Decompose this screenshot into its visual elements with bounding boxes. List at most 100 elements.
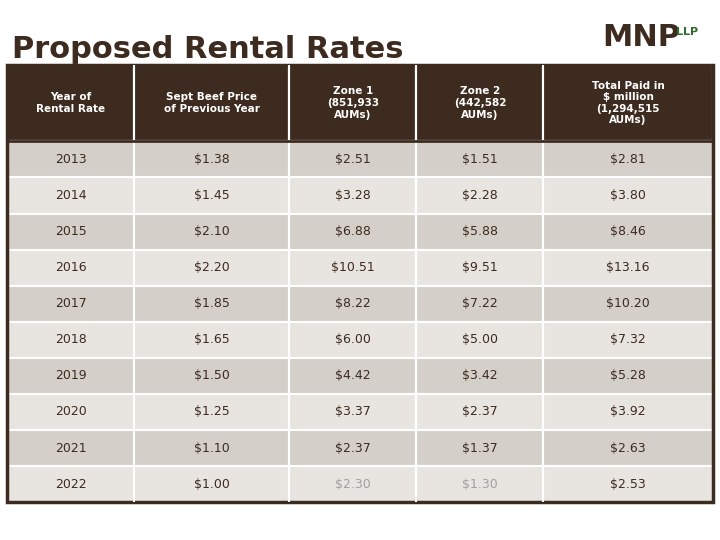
FancyBboxPatch shape [416,394,544,430]
FancyBboxPatch shape [544,466,713,502]
FancyBboxPatch shape [7,322,134,358]
FancyBboxPatch shape [544,358,713,394]
FancyBboxPatch shape [7,213,134,249]
Text: $8.22: $8.22 [335,297,371,310]
FancyBboxPatch shape [544,322,713,358]
Text: $8.46: $8.46 [611,225,646,238]
Text: $1.25: $1.25 [194,406,230,419]
Text: $1.37: $1.37 [462,442,498,455]
Text: $10.20: $10.20 [606,297,650,310]
Text: $1.51: $1.51 [462,153,498,166]
FancyBboxPatch shape [416,141,544,178]
FancyBboxPatch shape [7,430,134,466]
Text: $3.28: $3.28 [335,189,371,202]
FancyBboxPatch shape [134,249,289,286]
Text: 2015: 2015 [55,225,86,238]
FancyBboxPatch shape [416,249,544,286]
FancyBboxPatch shape [289,394,416,430]
Text: $2.63: $2.63 [611,442,646,455]
Text: $2.28: $2.28 [462,189,498,202]
FancyBboxPatch shape [544,286,713,322]
FancyBboxPatch shape [134,430,289,466]
FancyBboxPatch shape [416,286,544,322]
Text: 2020: 2020 [55,406,86,419]
Text: $5.88: $5.88 [462,225,498,238]
FancyBboxPatch shape [289,430,416,466]
FancyBboxPatch shape [7,358,134,394]
Text: $2.81: $2.81 [611,153,646,166]
FancyBboxPatch shape [544,430,713,466]
Text: 2013: 2013 [55,153,86,166]
Text: Zone 1
(851,933
AUMs): Zone 1 (851,933 AUMs) [327,86,379,120]
FancyBboxPatch shape [134,286,289,322]
FancyBboxPatch shape [416,430,544,466]
Text: Sept Beef Price
of Previous Year: Sept Beef Price of Previous Year [164,92,260,114]
Text: $5.00: $5.00 [462,333,498,346]
FancyBboxPatch shape [134,394,289,430]
FancyBboxPatch shape [134,141,289,178]
FancyBboxPatch shape [134,213,289,249]
FancyBboxPatch shape [289,65,416,141]
FancyBboxPatch shape [7,141,134,178]
FancyBboxPatch shape [289,358,416,394]
Text: $4.42: $4.42 [335,369,371,382]
Text: $6.88: $6.88 [335,225,371,238]
Text: 2017: 2017 [55,297,86,310]
FancyBboxPatch shape [289,466,416,502]
FancyBboxPatch shape [544,141,713,178]
Text: 2014: 2014 [55,189,86,202]
Text: $13.16: $13.16 [606,261,650,274]
FancyBboxPatch shape [289,322,416,358]
FancyBboxPatch shape [544,213,713,249]
Text: 2022: 2022 [55,478,86,491]
FancyBboxPatch shape [134,178,289,213]
Text: 2016: 2016 [55,261,86,274]
Text: $2.10: $2.10 [194,225,230,238]
Text: $7.32: $7.32 [611,333,646,346]
FancyBboxPatch shape [7,466,134,502]
Text: $2.30: $2.30 [335,478,371,491]
FancyBboxPatch shape [416,213,544,249]
Text: $1.00: $1.00 [194,478,230,491]
Text: LLP: LLP [676,28,698,37]
Text: $10.51: $10.51 [331,261,375,274]
Text: $2.37: $2.37 [462,406,498,419]
FancyBboxPatch shape [289,141,416,178]
Text: $3.37: $3.37 [335,406,371,419]
Text: $2.20: $2.20 [194,261,230,274]
Text: $5.28: $5.28 [610,369,646,382]
FancyBboxPatch shape [544,249,713,286]
FancyBboxPatch shape [7,65,134,141]
Text: Year of
Rental Rate: Year of Rental Rate [36,92,105,114]
FancyBboxPatch shape [544,394,713,430]
Text: $1.10: $1.10 [194,442,230,455]
Text: $2.53: $2.53 [611,478,646,491]
Text: 2018: 2018 [55,333,86,346]
FancyBboxPatch shape [7,249,134,286]
Text: $1.50: $1.50 [194,369,230,382]
FancyBboxPatch shape [289,178,416,213]
Text: $3.92: $3.92 [611,406,646,419]
Text: MNP.ca: MNP.ca [661,516,706,526]
Text: $1.85: $1.85 [194,297,230,310]
FancyBboxPatch shape [544,65,713,141]
Text: ACCOUNTING  ›  CONSULTING  ›  TAX: ACCOUNTING › CONSULTING › TAX [14,516,212,526]
FancyBboxPatch shape [416,178,544,213]
FancyBboxPatch shape [134,466,289,502]
FancyBboxPatch shape [7,178,134,213]
Text: $6.00: $6.00 [335,333,371,346]
FancyBboxPatch shape [7,394,134,430]
Text: Total Paid in
$ million
(1,294,515
AUMs): Total Paid in $ million (1,294,515 AUMs) [592,80,665,125]
FancyBboxPatch shape [289,249,416,286]
FancyBboxPatch shape [416,466,544,502]
Text: $1.45: $1.45 [194,189,230,202]
Text: Proposed Rental Rates: Proposed Rental Rates [12,35,403,64]
FancyBboxPatch shape [134,65,289,141]
Text: $1.65: $1.65 [194,333,230,346]
FancyBboxPatch shape [289,286,416,322]
Text: 2019: 2019 [55,369,86,382]
FancyBboxPatch shape [416,65,544,141]
FancyBboxPatch shape [134,358,289,394]
Text: Zone 2
(442,582
AUMs): Zone 2 (442,582 AUMs) [454,86,506,120]
Text: $9.51: $9.51 [462,261,498,274]
